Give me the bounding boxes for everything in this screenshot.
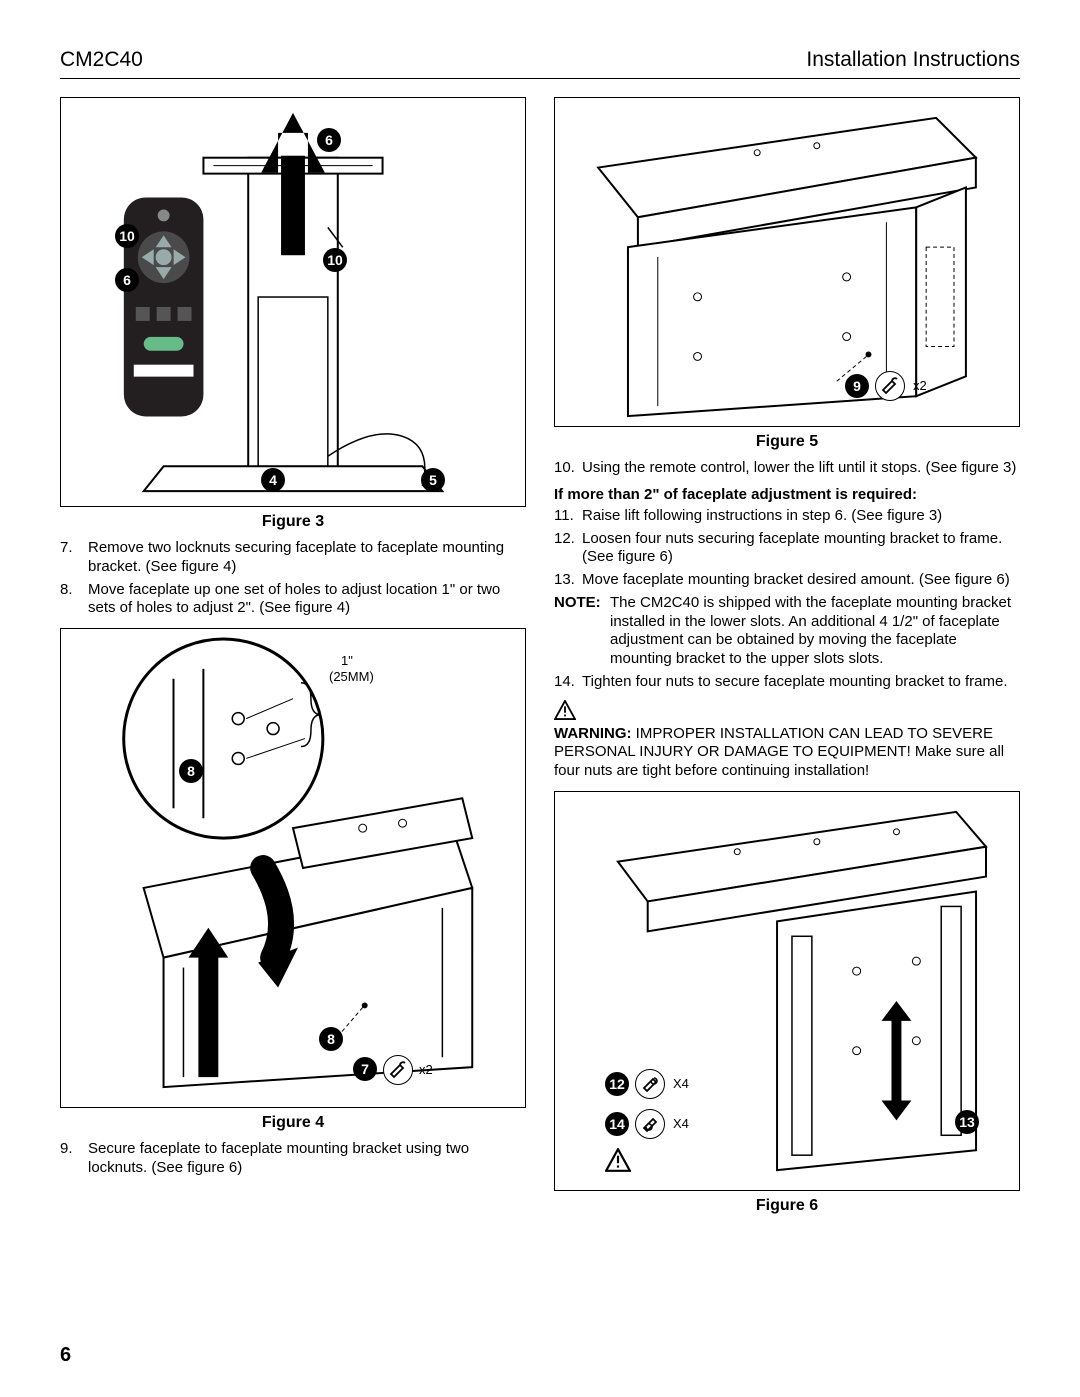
dim-25mm: (25MM) [329,669,374,684]
tool-icon-f6a [635,1069,665,1099]
note-block: NOTE: The CM2C40 is shipped with the fac… [554,594,1020,669]
step-7: 7.Remove two locknuts securing faceplate… [60,539,526,577]
right-column: 9 x2 Figure 5 10.Using the remote contro… [554,97,1020,1223]
step-12: 12.Loosen four nuts securing faceplate m… [554,530,1020,568]
figure-3-box: 6 10 6 10 4 5 CHIEF [60,97,526,507]
warning-icon [554,700,576,720]
tool-icon-f4 [383,1055,413,1085]
step-14: 14.Tighten four nuts to secure faceplate… [554,673,1020,692]
figure-5-box: 9 x2 [554,97,1020,427]
qty-f6-1: X4 [673,1076,689,1091]
figure-4-caption: Figure 4 [60,1114,526,1132]
callout-8b: 8 [319,1027,343,1051]
warning-label: WARNING: [554,725,632,742]
figure-6-caption: Figure 6 [554,1197,1020,1215]
step-10: 10.Using the remote control, lower the l… [554,459,1020,478]
step-8: 8.Move faceplate up one set of holes to … [60,581,526,619]
warning-row: WARNING: IMPROPER INSTALLATION CAN LEAD … [554,700,1020,781]
callout-13: 13 [955,1110,979,1134]
callout-10b: 10 [323,248,347,272]
step-13: 13.Move faceplate mounting bracket desir… [554,571,1020,590]
callout-6a: 6 [317,128,341,152]
qty-f5: x2 [913,378,927,393]
bold-condition: If more than 2" of faceplate adjustment … [554,486,1020,503]
callout-4: 4 [261,468,285,492]
left-column: 6 10 6 10 4 5 CHIEF Figure 3 7.Remove tw… [60,97,526,1223]
qty-f4: x2 [419,1062,433,1077]
model-code: CM2C40 [60,48,143,72]
figure-4-svg [61,629,525,1107]
step-11: 11.Raise lift following instructions in … [554,507,1020,526]
note-text: The CM2C40 is shipped with the faceplate… [610,594,1020,669]
note-label: NOTE: [554,594,610,669]
callout-8a: 8 [179,759,203,783]
callout-5: 5 [421,468,445,492]
callout-10a: 10 [115,224,139,248]
figure-6-box: 12 X4 14 X4 13 [554,791,1020,1191]
figure-5-caption: Figure 5 [554,433,1020,451]
steps-10: 10.Using the remote control, lower the l… [554,459,1020,478]
figure-4-box: 1" (25MM) 8 8 7 x2 [60,628,526,1108]
page-number: 6 [60,1344,71,1367]
figure-5-svg [555,98,1019,426]
steps-7-8: 7.Remove two locknuts securing faceplate… [60,539,526,618]
warning-block: WARNING: IMPROPER INSTALLATION CAN LEAD … [554,700,1020,781]
callout-9: 9 [845,374,869,398]
steps-9: 9.Secure faceplate to faceplate mounting… [60,1140,526,1178]
figure-3-svg [61,98,525,506]
warning-icon-f6 [605,1148,631,1172]
step-9: 9.Secure faceplate to faceplate mounting… [60,1140,526,1178]
steps-14: 14.Tighten four nuts to secure faceplate… [554,673,1020,692]
callout-7: 7 [353,1057,377,1081]
steps-11-13: 11.Raise lift following instructions in … [554,507,1020,590]
tool-icon-f5 [875,371,905,401]
content-columns: 6 10 6 10 4 5 CHIEF Figure 3 7.Remove tw… [60,97,1020,1223]
remote-brand: CHIEF [141,368,181,377]
doc-title: Installation Instructions [806,48,1020,72]
figure-3-caption: Figure 3 [60,513,526,531]
tool-icon-f6b [635,1109,665,1139]
callout-12: 12 [605,1072,629,1096]
qty-f6-2: X4 [673,1116,689,1131]
callout-14: 14 [605,1112,629,1136]
dim-1in: 1" [341,653,353,668]
page-header: CM2C40 Installation Instructions [60,48,1020,79]
callout-6b: 6 [115,268,139,292]
